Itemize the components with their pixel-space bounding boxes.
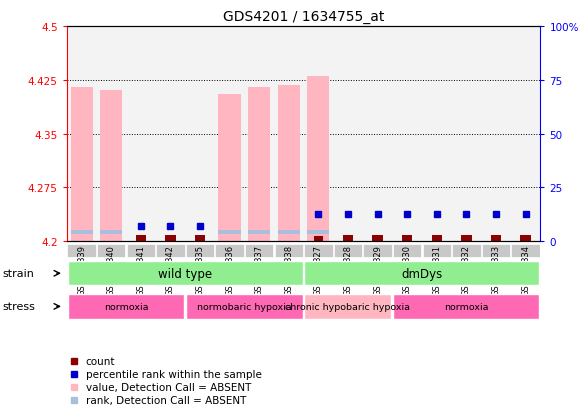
FancyBboxPatch shape (97, 244, 125, 258)
FancyBboxPatch shape (186, 244, 214, 258)
Text: GSM398831: GSM398831 (432, 244, 441, 295)
FancyBboxPatch shape (245, 244, 274, 258)
Bar (218, 95, 241, 242)
Text: GSM398833: GSM398833 (492, 244, 500, 295)
Bar (307, 230, 329, 235)
Text: GSM398830: GSM398830 (403, 244, 412, 295)
Text: GSM398841: GSM398841 (137, 244, 145, 295)
Bar (278, 230, 300, 235)
Bar (461, 236, 472, 242)
FancyBboxPatch shape (304, 244, 332, 258)
Text: GSM398835: GSM398835 (195, 244, 205, 295)
Text: GSM398840: GSM398840 (107, 244, 116, 295)
Text: GSM398837: GSM398837 (254, 244, 264, 295)
Bar (303, 27, 333, 242)
Text: rank, Detection Call = ABSENT: rank, Detection Call = ABSENT (86, 395, 246, 405)
Bar (100, 91, 123, 242)
Bar (248, 230, 270, 235)
FancyBboxPatch shape (363, 244, 392, 258)
FancyBboxPatch shape (68, 261, 303, 286)
Bar (343, 236, 353, 242)
Text: GDS4201 / 1634755_at: GDS4201 / 1634755_at (223, 10, 384, 24)
Text: GSM398842: GSM398842 (166, 244, 175, 295)
Text: stress: stress (3, 301, 36, 312)
Text: chronic hypobaric hypoxia: chronic hypobaric hypoxia (285, 302, 410, 311)
FancyBboxPatch shape (68, 294, 184, 319)
FancyBboxPatch shape (393, 244, 421, 258)
Text: GSM398839: GSM398839 (77, 244, 86, 295)
Bar (333, 27, 363, 242)
Bar (126, 27, 156, 242)
Bar (521, 236, 530, 242)
FancyBboxPatch shape (127, 244, 155, 258)
Bar (218, 230, 241, 235)
Text: strain: strain (3, 268, 35, 279)
Bar (451, 27, 481, 242)
Text: GSM398827: GSM398827 (314, 244, 323, 295)
FancyBboxPatch shape (67, 244, 96, 258)
FancyBboxPatch shape (333, 244, 362, 258)
Bar (491, 236, 501, 242)
Bar (100, 230, 123, 235)
Bar (165, 236, 175, 242)
Text: percentile rank within the sample: percentile rank within the sample (86, 369, 261, 379)
Bar (307, 77, 329, 242)
Bar (363, 27, 392, 242)
FancyBboxPatch shape (482, 244, 510, 258)
Bar (274, 27, 304, 242)
Bar (432, 236, 442, 242)
Text: GSM398836: GSM398836 (225, 244, 234, 295)
Bar (372, 236, 383, 242)
Bar (314, 237, 322, 242)
Bar (422, 27, 451, 242)
Bar (135, 236, 146, 242)
Text: value, Detection Call = ABSENT: value, Detection Call = ABSENT (86, 382, 251, 392)
Bar (70, 230, 93, 235)
Bar (278, 85, 300, 242)
FancyBboxPatch shape (216, 244, 244, 258)
FancyBboxPatch shape (304, 294, 392, 319)
Bar (245, 27, 274, 242)
Bar (481, 27, 511, 242)
Bar (215, 27, 245, 242)
FancyBboxPatch shape (186, 294, 303, 319)
FancyBboxPatch shape (275, 244, 303, 258)
FancyBboxPatch shape (511, 244, 540, 258)
Bar (67, 27, 96, 242)
Bar (392, 27, 422, 242)
Text: dmDys: dmDys (401, 267, 443, 280)
FancyBboxPatch shape (452, 244, 480, 258)
FancyBboxPatch shape (304, 261, 539, 286)
FancyBboxPatch shape (422, 244, 451, 258)
Text: count: count (86, 356, 115, 366)
Text: GSM398832: GSM398832 (462, 244, 471, 295)
Text: GSM398838: GSM398838 (284, 244, 293, 295)
Bar (248, 88, 270, 242)
Text: GSM398834: GSM398834 (521, 244, 530, 295)
FancyBboxPatch shape (393, 294, 539, 319)
Bar (156, 27, 185, 242)
Bar (185, 27, 215, 242)
Text: wild type: wild type (158, 267, 212, 280)
Bar (402, 236, 413, 242)
FancyBboxPatch shape (156, 244, 185, 258)
Text: GSM398829: GSM398829 (373, 244, 382, 295)
Bar (195, 236, 205, 242)
Bar (511, 27, 540, 242)
Text: normoxia: normoxia (444, 302, 489, 311)
Bar (96, 27, 126, 242)
Text: normobaric hypoxia: normobaric hypoxia (197, 302, 292, 311)
Text: normoxia: normoxia (104, 302, 148, 311)
Text: GSM398828: GSM398828 (343, 244, 353, 295)
Bar (70, 88, 93, 242)
